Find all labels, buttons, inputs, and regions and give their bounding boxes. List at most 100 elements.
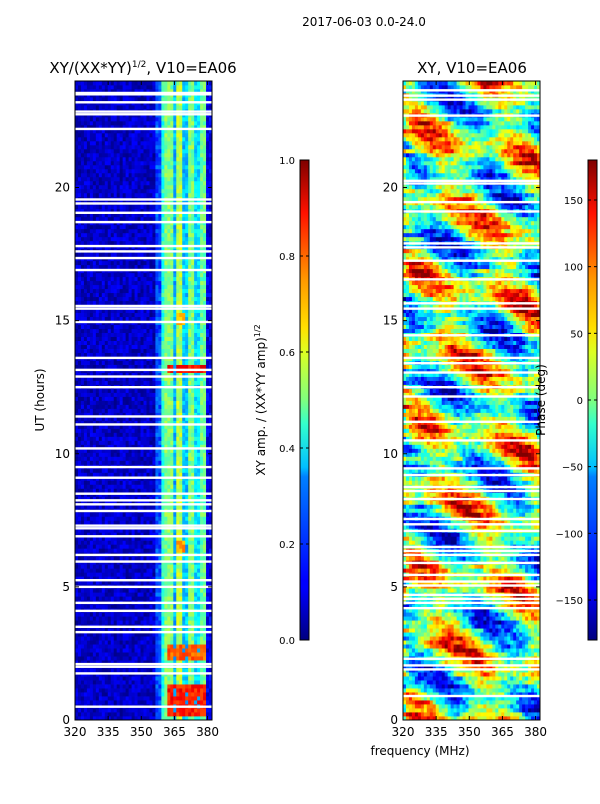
heatmap-cell: [86, 556, 91, 561]
heatmap-cell: [134, 628, 138, 633]
heatmap-cell: [206, 396, 210, 401]
heatmap-cell: [203, 488, 207, 493]
heatmap-cell: [101, 420, 106, 425]
heatmap-cell: [95, 424, 100, 429]
heatmap-cell: [134, 656, 138, 661]
heatmap-cell: [197, 568, 201, 573]
heatmap-cell: [143, 412, 147, 417]
heatmap-cell: [170, 696, 174, 701]
heatmap-cell: [77, 388, 82, 393]
heatmap-cell: [179, 360, 183, 365]
heatmap-cell: [107, 372, 112, 377]
heatmap-cell: [92, 640, 97, 645]
heatmap-cell: [86, 652, 91, 657]
heatmap-cell: [161, 700, 165, 705]
heatmap-cell: [158, 604, 162, 609]
heatmap-cell: [176, 312, 180, 318]
heatmap-cell: [140, 636, 144, 641]
heatmap-cell: [146, 436, 150, 441]
heatmap-cell: [146, 556, 150, 561]
heatmap-cell: [128, 416, 132, 421]
heatmap-cell: [194, 456, 198, 461]
heatmap-cell: [203, 568, 207, 573]
heatmap-cell: [75, 544, 79, 549]
heatmap-cell: [89, 604, 94, 609]
heatmap-cell: [107, 652, 112, 657]
heatmap-cell: [95, 296, 100, 302]
heatmap-cell: [182, 296, 186, 302]
heatmap-cell: [119, 588, 124, 593]
heatmap-cell: [143, 416, 147, 421]
heatmap-cell: [95, 668, 100, 673]
heatmap-cell: [188, 468, 192, 473]
heatmap-cell: [146, 588, 150, 593]
heatmap-cell: [170, 496, 174, 501]
heatmap-cell: [161, 428, 165, 433]
heatmap-cell: [80, 308, 85, 314]
heatmap-cell: [125, 396, 130, 401]
heatmap-cell: [173, 440, 177, 445]
heatmap-cell: [75, 568, 79, 573]
heatmap-cell: [182, 636, 186, 641]
heatmap-cell: [173, 684, 177, 689]
heatmap-cell: [191, 592, 195, 597]
heatmap-cell: [107, 656, 112, 661]
heatmap-cell: [173, 340, 177, 345]
heatmap-cell: [152, 344, 156, 349]
heatmap-cell: [203, 296, 207, 302]
heatmap-cell: [122, 496, 127, 501]
heatmap-cell: [206, 544, 210, 549]
heatmap-cell: [80, 500, 85, 505]
heatmap-cell: [167, 668, 171, 673]
heatmap-cell: [167, 380, 171, 385]
heatmap-cell: [188, 684, 192, 689]
heatmap-cell: [155, 404, 159, 409]
heatmap-cell: [75, 364, 79, 369]
heatmap-cell: [209, 408, 212, 413]
heatmap-cell: [113, 336, 118, 341]
heatmap-cell: [158, 336, 162, 341]
heatmap-cell: [191, 684, 195, 689]
heatmap-cell: [200, 636, 204, 641]
heatmap-cell: [191, 372, 195, 377]
heatmap-cell: [152, 452, 156, 457]
heatmap-cell: [167, 444, 171, 449]
heatmap-cell: [155, 424, 159, 429]
heatmap-cell: [173, 372, 177, 377]
heatmap-cell: [191, 448, 195, 453]
heatmap-cell: [173, 676, 177, 681]
heatmap-cell: [80, 528, 85, 533]
heatmap-cell: [191, 468, 195, 473]
heatmap-cell: [197, 516, 201, 521]
heatmap-cell: [104, 480, 109, 485]
heatmap-cell: [116, 616, 121, 621]
heatmap-cell: [158, 288, 162, 294]
heatmap-cell: [164, 712, 168, 717]
heatmap-cell: [98, 692, 103, 697]
heatmap-cell: [137, 544, 141, 549]
heatmap-cell: [170, 692, 174, 697]
heatmap-cell: [194, 484, 198, 489]
heatmap-cell: [185, 576, 189, 581]
heatmap-cell: [140, 652, 144, 657]
heatmap-cell: [182, 628, 186, 633]
heatmap-cell: [206, 548, 210, 553]
heatmap-cell: [125, 648, 130, 653]
heatmap-cell: [143, 696, 147, 701]
heatmap-cell: [113, 420, 118, 425]
heatmap-cell: [86, 352, 91, 357]
heatmap-cell: [200, 696, 204, 701]
heatmap-cell: [194, 528, 198, 533]
heatmap-cell: [170, 452, 174, 457]
heatmap-cell: [75, 376, 79, 381]
heatmap-cell: [131, 680, 135, 685]
heatmap-cell: [77, 348, 82, 353]
heatmap-cell: [98, 696, 103, 701]
heatmap-cell: [122, 296, 127, 302]
heatmap-cell: [167, 288, 171, 294]
heatmap-cell: [104, 440, 109, 445]
heatmap-cell: [152, 516, 156, 521]
heatmap-cell: [98, 580, 103, 585]
heatmap-cell: [158, 348, 162, 353]
heatmap-cell: [131, 324, 135, 330]
